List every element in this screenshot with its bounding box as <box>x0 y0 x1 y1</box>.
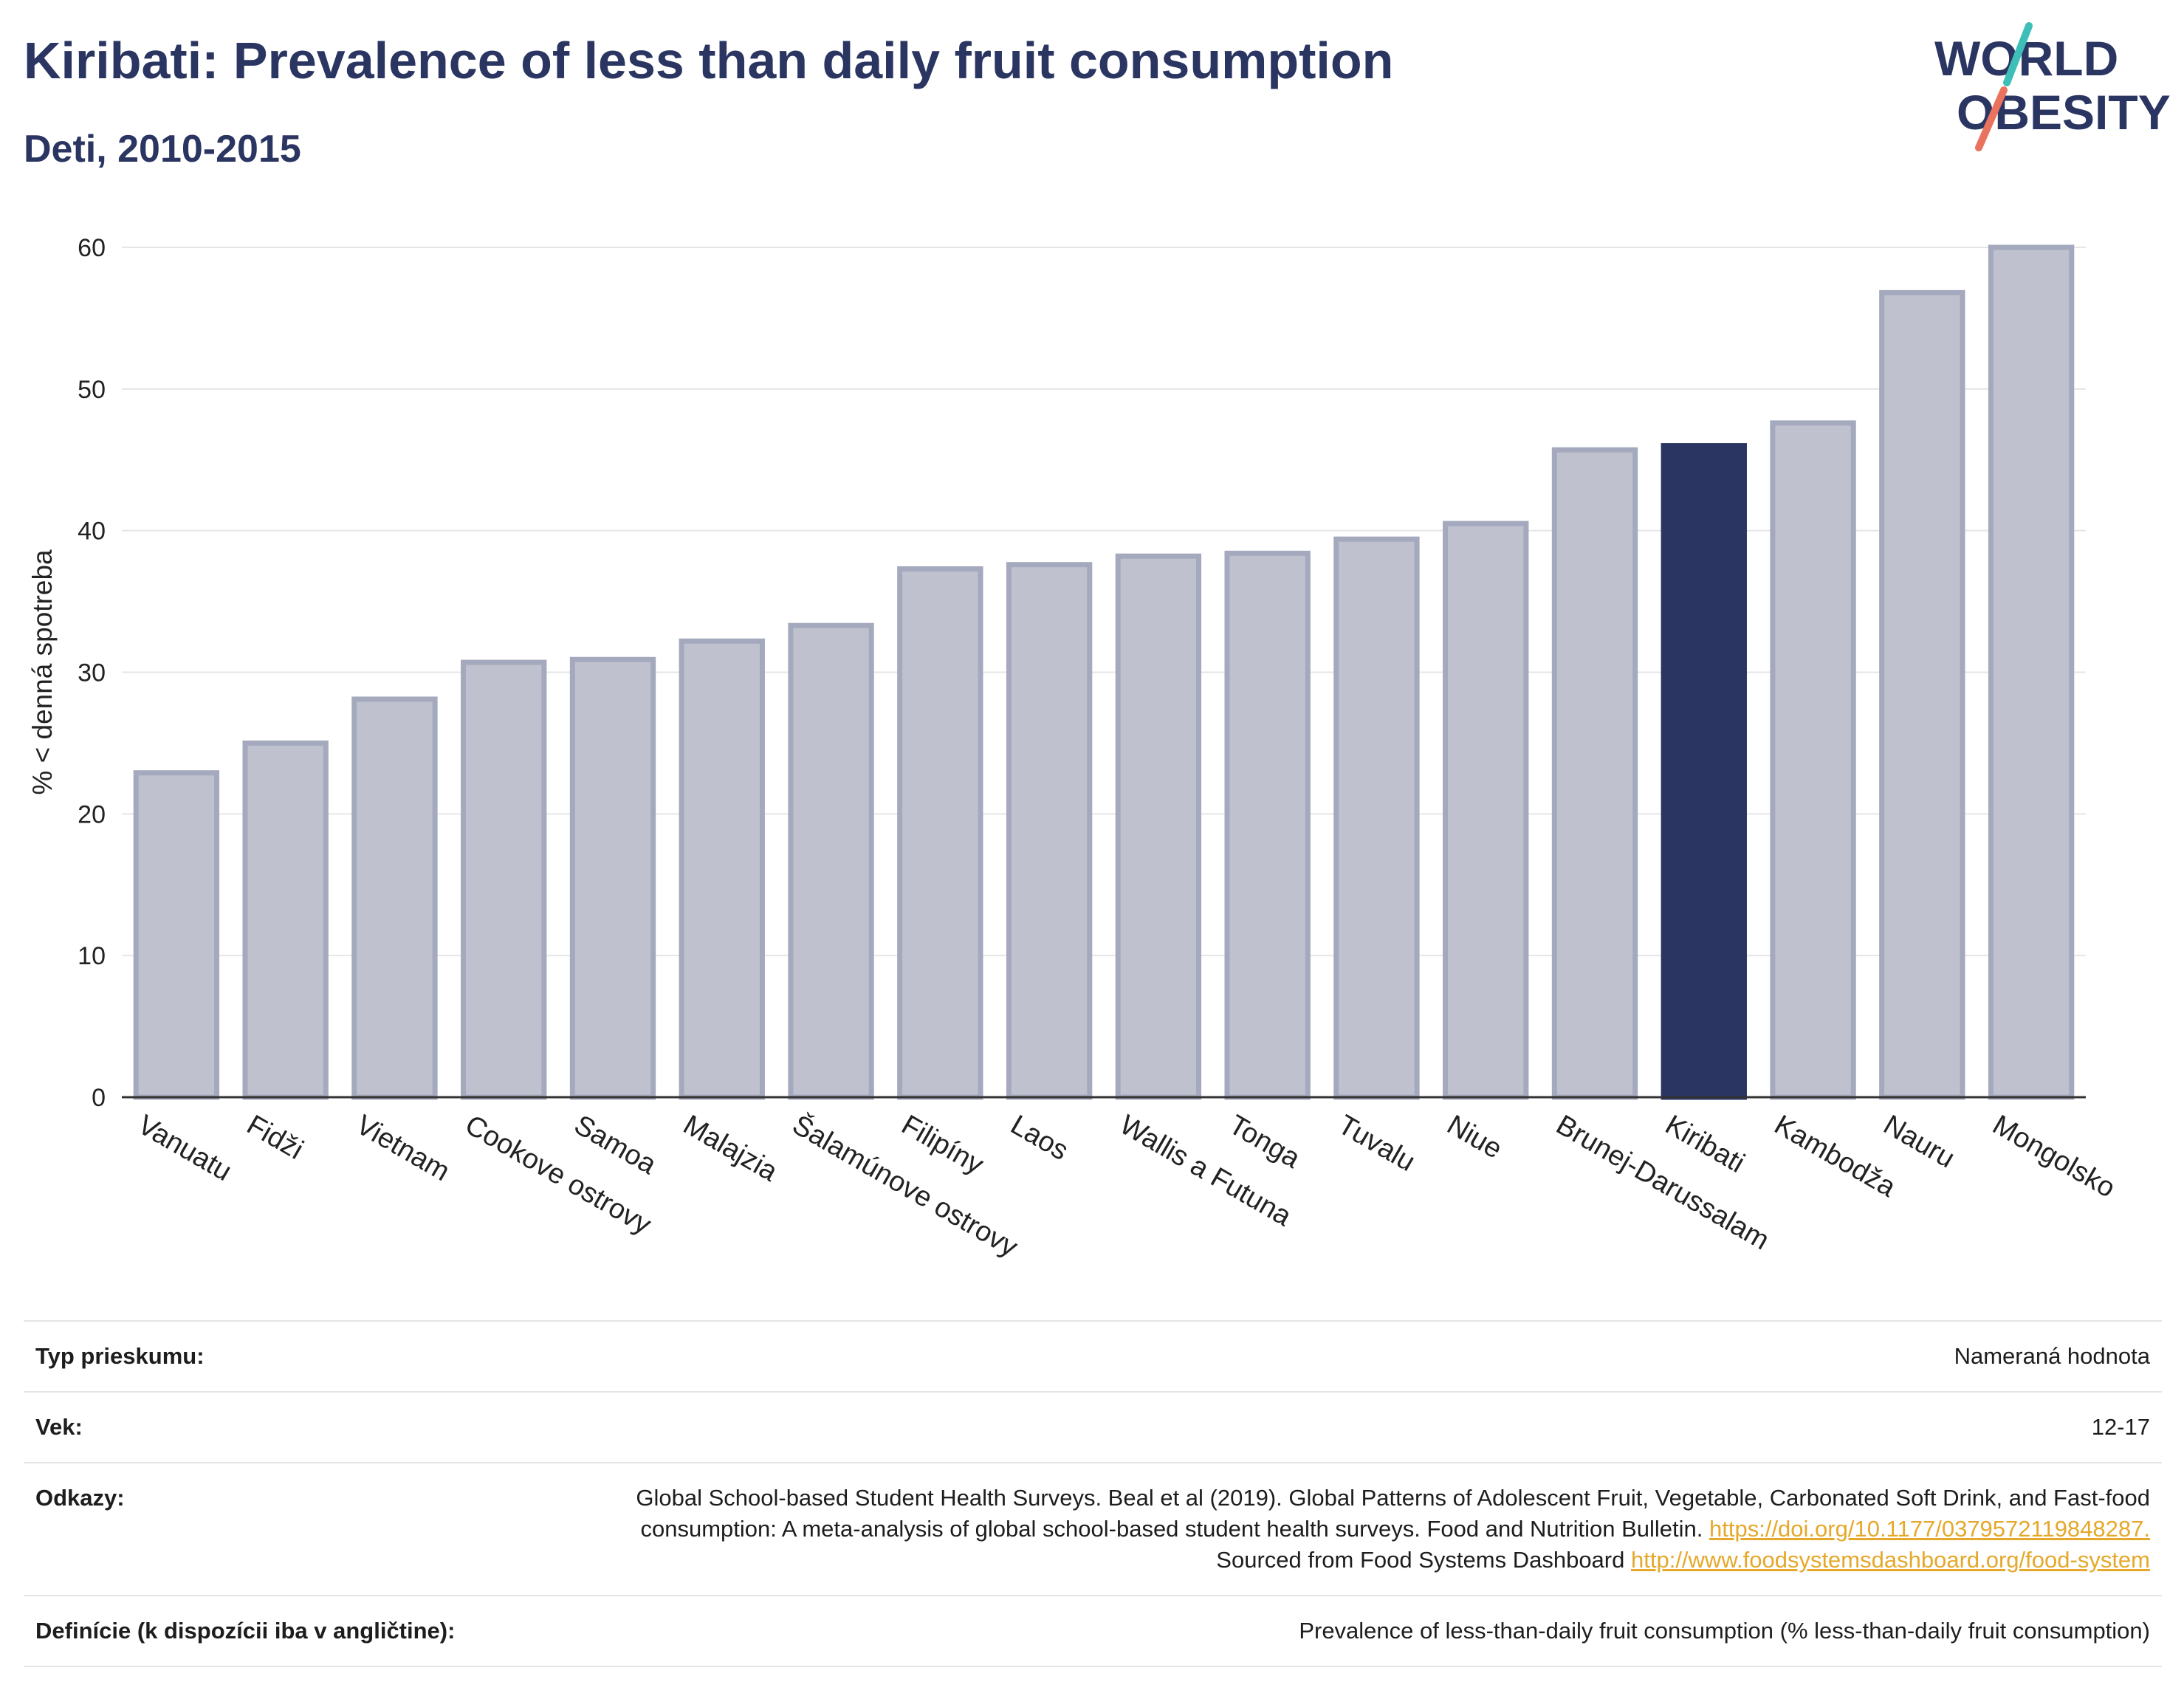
logo-slash-teal <box>2003 22 2033 86</box>
bar-12 <box>1333 536 1420 1100</box>
x-tick-label: Laos <box>1006 1109 1074 1167</box>
x-tick-label: Filipíny <box>896 1109 989 1181</box>
bar-7 <box>788 622 874 1100</box>
x-tick-label: Kambodža <box>1769 1109 1901 1204</box>
metadata-table: Typ prieskumu: Nameraná hodnota Vek: 12-… <box>24 1320 2162 1667</box>
y-axis-label: % < denná spotreba <box>27 549 58 795</box>
references-source-text: Sourced from Food Systems Dashboard <box>1216 1547 1625 1573</box>
page-title: Kiribati: Prevalence of less than daily … <box>24 32 1394 89</box>
doi-link[interactable]: https://doi.org/10.1177/0379572119848287… <box>1709 1516 2150 1542</box>
survey-type-value: Nameraná hodnota <box>564 1320 2162 1392</box>
y-tick-label: 50 <box>78 376 106 404</box>
bar-11 <box>1224 550 1311 1100</box>
meta-row-references: Odkazy: Global School-based Student Heal… <box>24 1462 2162 1596</box>
y-tick-label: 30 <box>78 659 106 687</box>
references-value: Global School-based Student Health Surve… <box>564 1462 2162 1596</box>
y-tick-label: 0 <box>92 1084 106 1112</box>
y-tick-label: 40 <box>78 518 106 546</box>
bar-6 <box>679 638 765 1100</box>
references-label: Odkazy: <box>24 1462 564 1596</box>
x-tick-label: Fidži <box>241 1109 308 1165</box>
x-tick-label: Samoa <box>569 1109 662 1181</box>
y-tick-label: 20 <box>78 800 106 828</box>
meta-row-definitions: Definície (k dispozícii iba v angličtine… <box>24 1595 2162 1667</box>
x-tick-label: Cookove ostrovy <box>460 1109 656 1240</box>
bar-1 <box>133 770 220 1100</box>
x-tick-label: Malajzia <box>678 1109 783 1187</box>
bar-16 <box>1770 420 1856 1100</box>
age-label: Vek: <box>24 1391 564 1463</box>
x-tick-label: Kiribati <box>1660 1109 1750 1178</box>
world-obesity-logo: WORLD OBESITY <box>1934 22 2171 151</box>
x-tick-label: Vanuatu <box>132 1109 236 1187</box>
x-tick-label: Nauru <box>1878 1109 1960 1174</box>
bar-18 <box>1988 244 2075 1100</box>
bar-10 <box>1115 553 1202 1100</box>
y-tick-label: 60 <box>78 234 106 262</box>
x-tick-label: Niue <box>1442 1109 1508 1164</box>
x-tick-label: Mongolsko <box>1988 1109 2121 1204</box>
bar-4 <box>461 659 547 1100</box>
bar-8 <box>897 566 983 1100</box>
meta-row-survey-type: Typ prieskumu: Nameraná hodnota <box>24 1320 2162 1392</box>
x-tick-label: Vietnam <box>351 1109 455 1187</box>
meta-row-age: Vek: 12-17 <box>24 1391 2162 1463</box>
bar-9 <box>1006 562 1093 1100</box>
survey-type-label: Typ prieskumu: <box>24 1320 564 1392</box>
logo-slash-coral <box>1975 86 2008 151</box>
bar-2 <box>242 740 329 1100</box>
references-text: Global School-based Student Health Surve… <box>636 1485 2150 1542</box>
definitions-label: Definície (k dispozícii iba v angličtine… <box>24 1595 564 1667</box>
page-subtitle: Deti, 2010-2015 <box>24 128 301 171</box>
x-tick-label: Tuvalu <box>1333 1109 1421 1178</box>
x-tick-label: Tonga <box>1223 1109 1305 1175</box>
definitions-value: Prevalence of less-than-daily fruit cons… <box>564 1595 2162 1667</box>
bar-17 <box>1879 289 1965 1100</box>
bar-13 <box>1443 521 1529 1100</box>
bar-15 <box>1661 443 1747 1100</box>
age-value: 12-17 <box>564 1391 2162 1463</box>
bar-14 <box>1551 447 1638 1100</box>
bar-5 <box>569 656 656 1100</box>
bar-3 <box>351 696 438 1100</box>
y-tick-label: 10 <box>78 942 106 970</box>
food-systems-dashboard-link[interactable]: http://www.foodsystemsdashboard.org/food… <box>1631 1547 2150 1573</box>
